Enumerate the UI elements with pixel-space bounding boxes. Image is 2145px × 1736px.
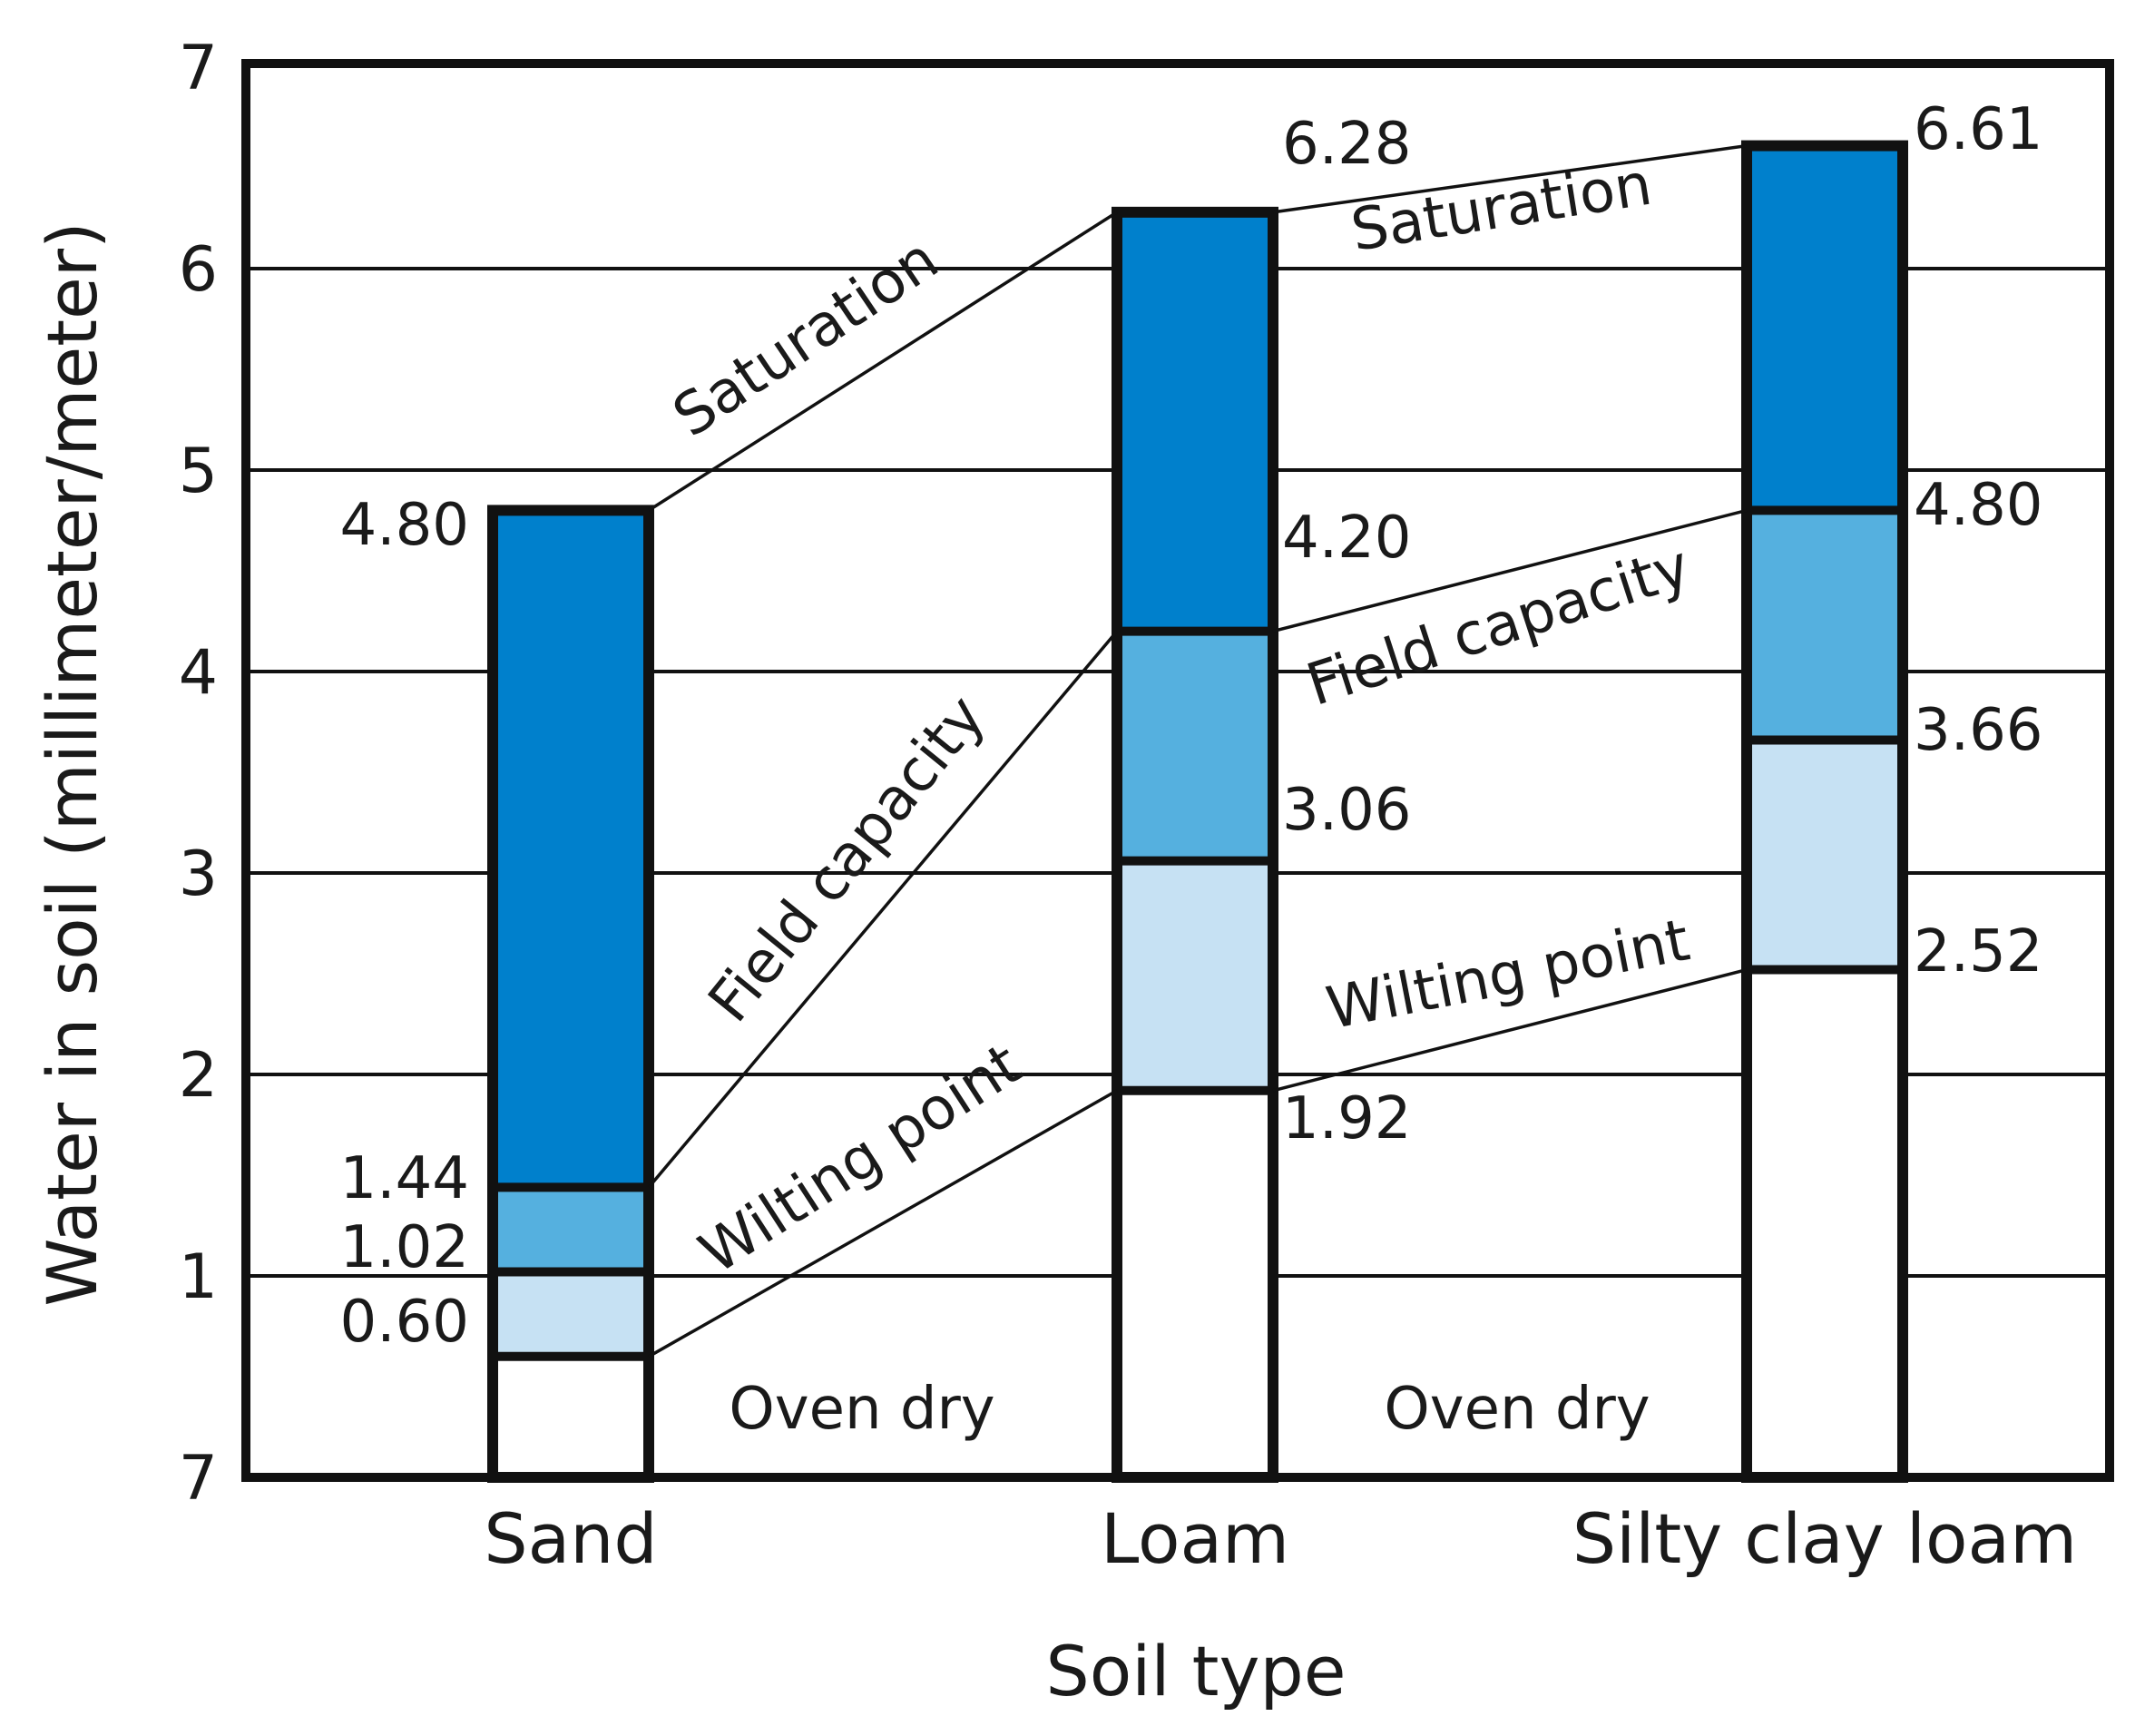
y-tick-labels: 7 1 2 3 4 5 6 7 — [179, 33, 218, 1515]
y-tick-label-4: 4 — [179, 637, 218, 709]
y-tick-label-0: 7 — [179, 1443, 218, 1515]
bar-segment-silty-clay-loam-field-capacity — [1747, 510, 1903, 740]
zone-label-field-capacity: Field capacity — [696, 683, 998, 1035]
connector-field-capacity-top — [647, 630, 1119, 1189]
x-axis-title: Soil type — [1046, 1631, 1347, 1711]
bar-segment-sand-oven-dry — [493, 1356, 649, 1477]
bar-segment-loam-wilting-point — [1117, 860, 1273, 1091]
x-category-loam: Loam — [1101, 1498, 1289, 1579]
connector-field-capacity-top — [1272, 508, 1748, 633]
value-label: 4.20 — [1282, 505, 1412, 572]
value-label: 1.44 — [340, 1145, 470, 1212]
bar-segment-sand-field-capacity — [493, 1187, 649, 1272]
zone-label-wilting-point: Wilting point — [1321, 907, 1695, 1043]
bar-segment-loam-saturation — [1117, 211, 1273, 632]
y-tick-label-6: 6 — [179, 234, 218, 306]
value-label: 4.80 — [340, 492, 470, 559]
y-tick-label-3: 3 — [179, 839, 218, 910]
value-labels: 0.60 1.021.44 4.80 1.92 3.06 4.20 6.28 2.52 3.66… — [340, 96, 2043, 1356]
connector-lines — [647, 143, 1748, 1358]
value-label: 4.80 — [1914, 472, 2043, 539]
value-label: 2.52 — [1914, 918, 2043, 986]
y-axis-title: Water in soil (millimeter/meter) — [32, 221, 113, 1306]
bar-segment-loam-oven-dry — [1117, 1090, 1273, 1477]
value-label: 1.02 — [340, 1214, 470, 1281]
bar-segment-sand-wilting-point — [493, 1271, 649, 1357]
bar-segment-silty-clay-loam-wilting-point — [1747, 740, 1903, 970]
x-category-silty-clay-loam: Silty clay loam — [1572, 1498, 2077, 1579]
connector-wilting-point — [648, 1089, 1118, 1358]
bars — [487, 140, 1908, 1484]
value-label: 3.66 — [1914, 697, 2043, 764]
zone-label-oven-dry: Oven dry — [729, 1376, 994, 1443]
bar-segment-sand-saturation — [493, 510, 649, 1188]
plot-frame — [241, 59, 2114, 1482]
x-category-sand: Sand — [484, 1498, 657, 1579]
y-tick-label-5: 5 — [179, 436, 218, 507]
bar-segment-loam-field-capacity — [1117, 631, 1273, 861]
value-label: 6.61 — [1914, 96, 2043, 163]
zone-label-wilting-point: Wilting point — [689, 1031, 1033, 1288]
connector-wilting-point — [1272, 967, 1748, 1093]
value-label: 6.28 — [1282, 111, 1412, 178]
connector-saturation — [648, 211, 1118, 512]
bar-segment-silty-clay-loam-oven-dry — [1747, 969, 1903, 1477]
connector-saturation — [1272, 143, 1748, 214]
zone-label-saturation: Saturation — [661, 226, 950, 451]
y-tick-label-7: 7 — [179, 33, 218, 104]
zone-label-oven-dry: Oven dry — [1384, 1376, 1650, 1443]
y-tick-label-1: 1 — [179, 1241, 218, 1313]
value-label: 0.60 — [340, 1289, 470, 1356]
x-category-labels: Sand Loam Silty clay loam — [484, 1498, 2077, 1579]
value-label: 3.06 — [1282, 777, 1412, 844]
value-label: 1.92 — [1282, 1085, 1412, 1152]
y-tick-label-2: 2 — [179, 1040, 218, 1112]
bar-segment-silty-clay-loam-saturation — [1747, 145, 1903, 511]
